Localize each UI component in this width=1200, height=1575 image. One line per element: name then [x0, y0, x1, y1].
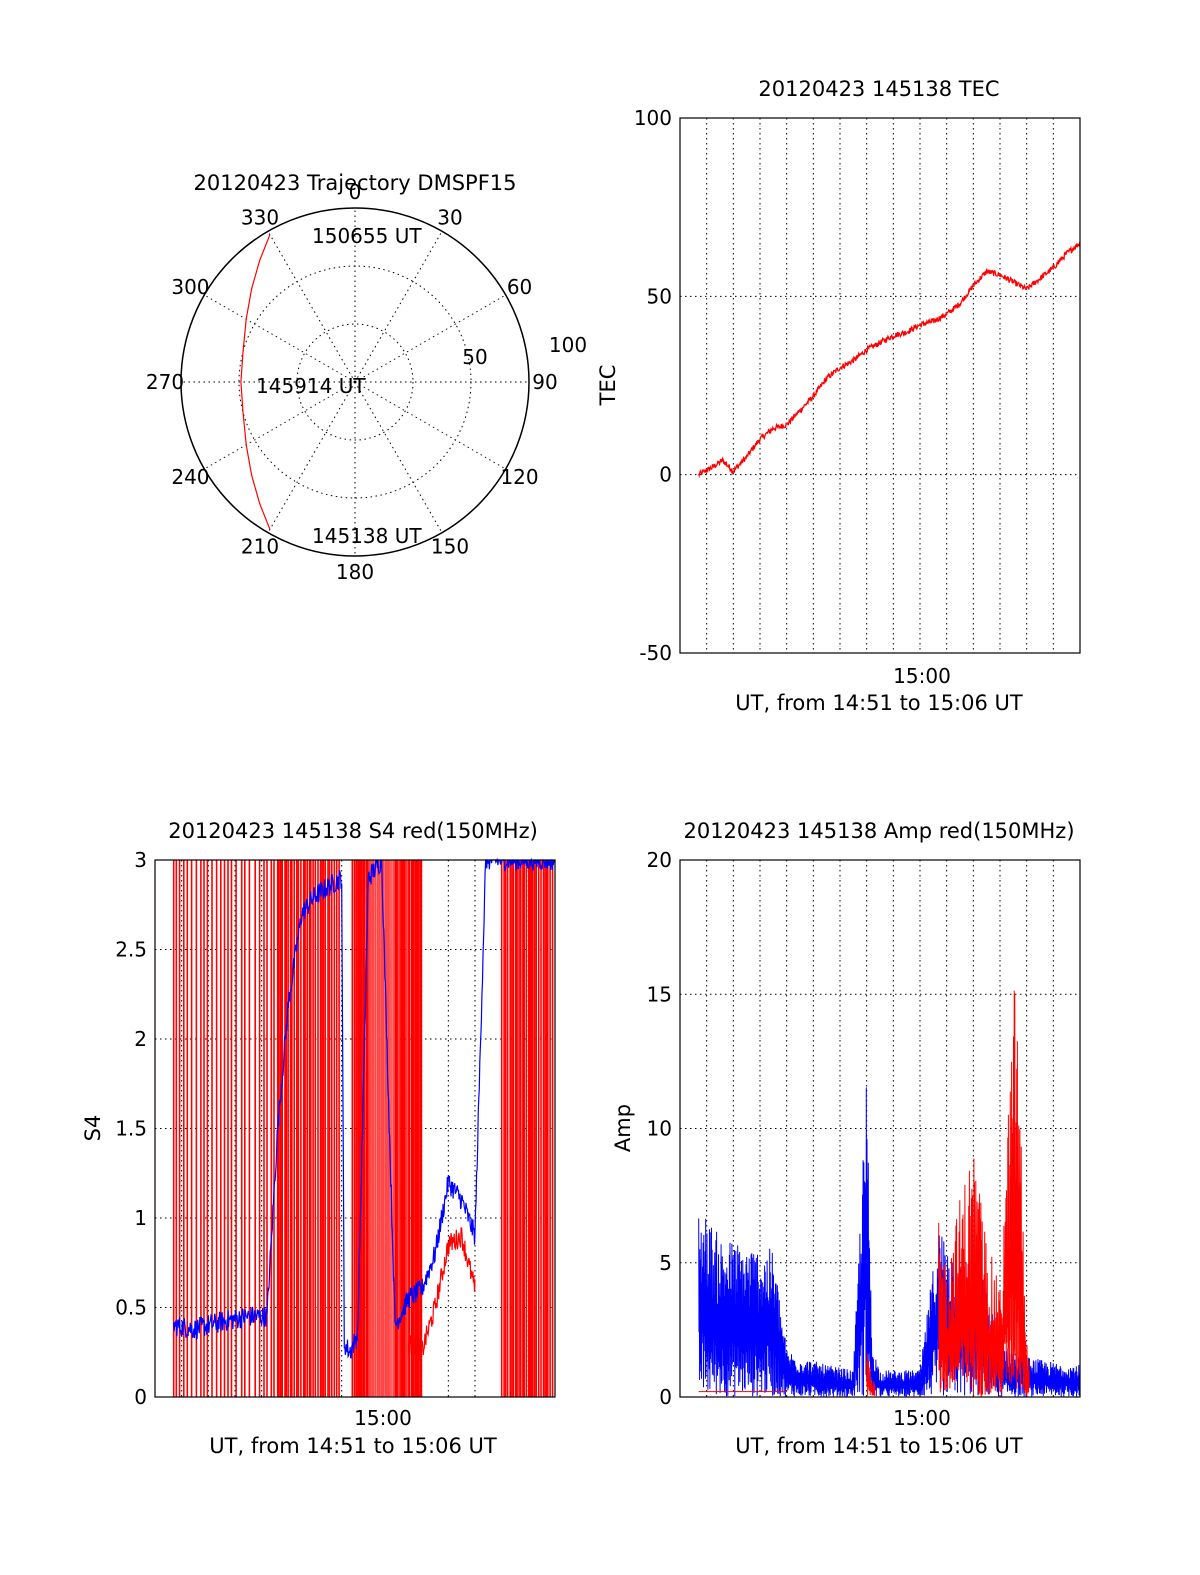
s4-y-tick-labels: 3 2.5 2 1.5 1 0.5 0 — [115, 848, 147, 1409]
polar-azimuth-label: 150 — [431, 535, 469, 559]
s4-plot-frame — [154, 859, 556, 1398]
s4-red-fill — [368, 860, 395, 1397]
polar-grid-spoke — [204, 294, 356, 383]
tec-title: 20120423 145138 TEC — [758, 77, 999, 101]
polar-grid-spoke — [204, 381, 356, 470]
polar-azimuth-label: 240 — [171, 465, 209, 489]
tec-x-axis-label: UT, from 14:51 to 15:06 UT — [735, 691, 1023, 715]
polar-azimuth-label: 180 — [336, 560, 374, 584]
tec-y-tick: 50 — [647, 284, 672, 308]
polar-grid-spoke — [354, 381, 443, 533]
polar-grid-spoke — [354, 231, 443, 383]
tec-y-axis-label: TEC — [596, 365, 620, 407]
polar-grid — [181, 208, 529, 556]
polar-horizon-circle — [180, 207, 530, 557]
polar-grid-spoke — [267, 231, 356, 383]
polar-azimuth-label: 60 — [507, 275, 532, 299]
s4-title: 20120423 145138 S4 red(150MHz) — [168, 819, 538, 843]
amp-y-axis-label: Amp — [611, 1104, 635, 1152]
polar-radial-label-100: 100 — [549, 333, 587, 357]
s4-y-tick: 0.5 — [115, 1296, 147, 1320]
polar-azimuth-labels: 0 30 60 90 120 150 180 210 240 270 300 330 — [146, 180, 558, 584]
tec-y-tick: 0 — [659, 463, 672, 487]
tec-plot: 20120423 145138 TEC 100 50 0 -50 15:00 UT, … — [596, 77, 1081, 715]
polar-azimuth-label: 0 — [349, 180, 362, 204]
amp-x-axis-label: UT, from 14:51 to 15:06 UT — [735, 1434, 1023, 1458]
polar-azimuth-label: 300 — [171, 275, 209, 299]
s4-y-axis-label: S4 — [81, 1115, 105, 1142]
polar-grid-spoke — [354, 294, 506, 383]
polar-azimuth-label: 270 — [146, 370, 184, 394]
s4-blue-series-line — [173, 857, 556, 1359]
polar-title: 20120423 Trajectory DMSPF15 — [193, 171, 516, 195]
s4-y-tick: 0 — [134, 1385, 147, 1409]
s4-red-spike-lines — [172, 860, 554, 1397]
polar-azimuth-label: 90 — [532, 370, 557, 394]
polar-azimuth-label: 330 — [241, 205, 279, 229]
tec-y-tick: 100 — [634, 106, 672, 130]
tec-x-tick-1500: 15:00 — [893, 664, 951, 688]
amp-y-tick: 5 — [659, 1251, 672, 1275]
polar-grid-spoke — [267, 381, 356, 533]
polar-azimuth-label: 30 — [437, 205, 462, 229]
amp-plot-frame — [679, 859, 1081, 1398]
amp-y-tick-labels: 20 15 10 5 0 — [647, 848, 672, 1409]
amp-y-tick: 15 — [647, 982, 672, 1006]
tec-y-tick: -50 — [639, 641, 672, 665]
tec-series-line — [698, 241, 1081, 479]
amp-y-tick: 10 — [647, 1117, 672, 1141]
s4-y-tick: 1.5 — [115, 1117, 147, 1141]
amp-y-tick: 20 — [647, 848, 672, 872]
amp-title: 20120423 145138 Amp red(150MHz) — [683, 819, 1074, 843]
polar-annotation-start: 145138 UT — [312, 524, 422, 548]
polar-grid-circle — [296, 323, 414, 441]
polar-radial-label-50: 50 — [462, 345, 487, 369]
polar-trajectory-line — [240, 234, 271, 530]
amp-red-series-line — [698, 990, 1030, 1397]
tec-grid — [680, 117, 1080, 654]
s4-y-tick: 2 — [134, 1027, 147, 1051]
s4-plot: 20120423 145138 S4 red(150MHz) 3 2.5 2 1.5 1… — [81, 819, 556, 1458]
amp-y-tick: 0 — [659, 1385, 672, 1409]
s4-x-axis-label: UT, from 14:51 to 15:06 UT — [209, 1434, 497, 1458]
s4-red-series-line — [407, 1227, 476, 1361]
tec-plot-frame — [679, 117, 1081, 654]
polar-trajectory-plot: 20120423 Trajectory DMSPF15 0 30 60 90 120 15… — [146, 171, 587, 584]
polar-annotation-end: 150655 UT — [312, 224, 422, 248]
s4-x-tick-1500: 15:00 — [354, 1406, 412, 1430]
s4-y-tick: 1 — [134, 1206, 147, 1230]
s4-y-tick: 2.5 — [115, 938, 147, 962]
amp-plot: 20120423 145138 Amp red(150MHz) 20 15 10 5 0… — [611, 819, 1081, 1458]
polar-azimuth-label: 120 — [500, 465, 538, 489]
s4-y-tick: 3 — [134, 848, 147, 872]
polar-azimuth-label: 210 — [241, 535, 279, 559]
amp-x-tick-1500: 15:00 — [893, 1406, 951, 1430]
polar-annotation-mid: 145914 UT — [256, 374, 366, 398]
polar-grid-spoke — [354, 381, 506, 470]
tec-y-tick-labels: 100 50 0 -50 — [634, 106, 672, 665]
